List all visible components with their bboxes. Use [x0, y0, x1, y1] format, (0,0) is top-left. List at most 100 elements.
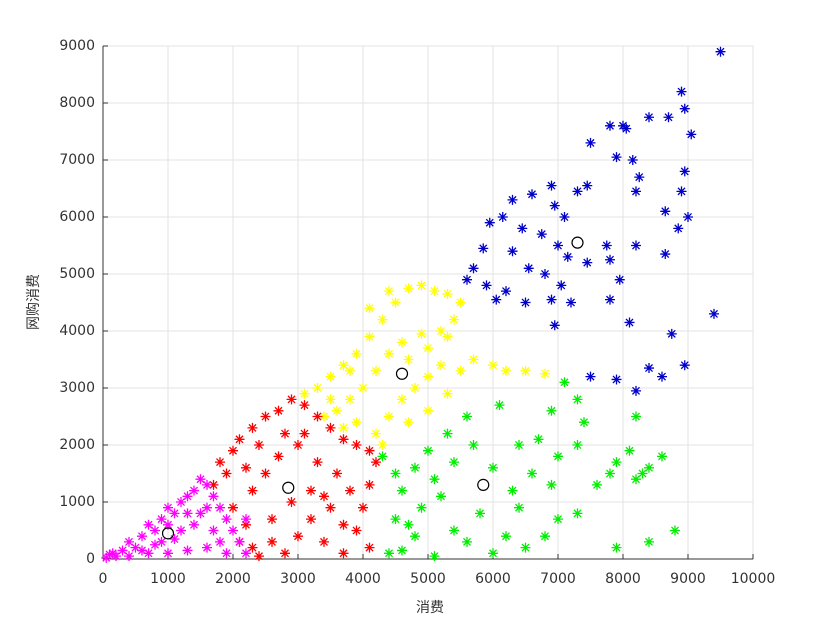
point — [449, 457, 459, 468]
point — [488, 462, 498, 473]
point — [338, 422, 349, 433]
point — [429, 286, 440, 297]
point — [221, 468, 232, 479]
point — [546, 479, 557, 490]
y-tick-label: 1000 — [59, 494, 95, 510]
point — [585, 371, 596, 382]
point — [572, 186, 583, 197]
point — [501, 365, 511, 376]
point — [572, 440, 583, 450]
point — [403, 519, 414, 530]
point — [234, 536, 245, 547]
point — [306, 514, 316, 525]
point — [536, 229, 547, 240]
point — [286, 394, 297, 405]
x-tick-label: 9000 — [670, 571, 706, 587]
point — [715, 46, 726, 57]
point — [208, 479, 219, 490]
point — [497, 212, 508, 222]
point — [559, 212, 570, 222]
point — [390, 468, 401, 479]
point — [280, 548, 290, 559]
y-tick-label: 2000 — [59, 437, 95, 453]
y-tick-label: 0 — [86, 551, 95, 567]
point — [468, 354, 479, 365]
point — [215, 457, 225, 468]
point — [484, 217, 495, 228]
point — [182, 491, 193, 502]
point — [572, 508, 583, 519]
point — [351, 525, 362, 536]
point — [442, 388, 453, 399]
point — [215, 536, 225, 547]
point — [660, 249, 671, 260]
point — [208, 491, 219, 502]
x-tick-label: 6000 — [475, 571, 511, 587]
point — [663, 112, 674, 123]
point — [679, 166, 690, 177]
point — [488, 360, 498, 371]
point — [582, 180, 593, 191]
point — [163, 548, 173, 559]
point — [221, 514, 232, 525]
y-axis-label: 网购消费 — [26, 274, 42, 330]
point — [423, 405, 433, 416]
point — [312, 457, 323, 468]
point — [423, 371, 433, 382]
point — [549, 320, 560, 331]
point — [345, 394, 355, 405]
point — [351, 440, 362, 450]
point — [325, 394, 336, 405]
point — [137, 531, 147, 542]
y-tick-label: 8000 — [59, 95, 95, 111]
point — [631, 474, 641, 485]
point — [410, 462, 420, 473]
point — [546, 405, 557, 416]
point — [390, 514, 401, 525]
point — [176, 525, 186, 536]
point — [611, 152, 622, 163]
point — [397, 394, 407, 405]
point — [416, 502, 427, 513]
point — [462, 536, 472, 547]
point — [410, 383, 420, 393]
point — [267, 514, 277, 525]
point — [260, 468, 271, 479]
point — [202, 502, 212, 513]
point — [293, 531, 303, 542]
point — [670, 525, 680, 536]
point — [507, 194, 518, 205]
point — [241, 514, 251, 525]
point — [481, 280, 492, 291]
point — [117, 545, 128, 556]
point — [338, 519, 349, 530]
point — [273, 451, 284, 462]
point — [579, 417, 589, 428]
point — [208, 525, 219, 536]
point — [364, 303, 375, 314]
point — [556, 280, 567, 291]
point — [254, 440, 264, 450]
point — [397, 485, 407, 496]
point — [644, 536, 654, 547]
point — [306, 485, 316, 496]
point — [325, 371, 336, 382]
point — [475, 508, 485, 519]
point — [397, 545, 407, 556]
point — [260, 411, 271, 422]
point — [572, 394, 583, 405]
point — [442, 288, 453, 299]
point — [299, 388, 310, 399]
point — [124, 551, 134, 562]
point — [423, 343, 433, 354]
y-tick-label: 6000 — [59, 209, 95, 225]
point — [254, 551, 264, 562]
point — [312, 383, 323, 393]
point — [644, 112, 654, 123]
point — [332, 405, 342, 416]
point — [592, 479, 602, 490]
point — [455, 365, 466, 376]
x-tick-label: 5000 — [410, 571, 446, 587]
x-tick-label: 1000 — [150, 571, 186, 587]
point — [679, 103, 690, 114]
